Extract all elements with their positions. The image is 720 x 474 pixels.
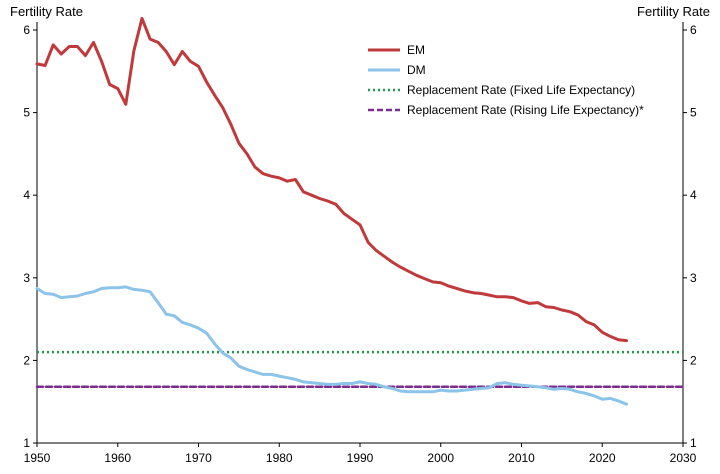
x-tick-label: 2030 xyxy=(670,451,697,465)
x-tick-label: 1950 xyxy=(24,451,51,465)
y-tick-label-left: 4 xyxy=(23,188,30,202)
x-tick-label: 1970 xyxy=(185,451,212,465)
y-tick-label-left: 5 xyxy=(23,106,30,120)
legend-label-2: Replacement Rate (Fixed Life Expectancy) xyxy=(407,83,635,97)
x-tick-label: 1980 xyxy=(266,451,293,465)
x-tick-label: 2010 xyxy=(508,451,535,465)
legend-label-1: DM xyxy=(407,63,426,77)
x-tick-label: 2000 xyxy=(427,451,454,465)
legend-label-3: Replacement Rate (Rising Life Expectancy… xyxy=(407,103,644,117)
axes: 1 1 2 2 3 3 4 4 5 5 6 6 1950 1960 1970 1980 1990 2000 2010… xyxy=(23,22,697,465)
y-axis-title-left: Fertility Rate xyxy=(10,4,83,19)
y-tick-label-left: 6 xyxy=(23,23,30,37)
y-axis-title-right: Fertility Rate xyxy=(637,4,710,19)
legend-label-0: EM xyxy=(407,43,425,57)
series-line-0 xyxy=(35,16,628,343)
y-tick-label-right: 5 xyxy=(690,106,697,120)
y-tick-label-right: 6 xyxy=(690,23,697,37)
x-tick-label: 1960 xyxy=(104,451,131,465)
y-tick-label-right: 2 xyxy=(690,353,697,367)
series-line-1 xyxy=(35,285,628,406)
y-tick-label-right: 4 xyxy=(690,188,697,202)
y-tick-label-left: 2 xyxy=(23,353,30,367)
y-tick-label-left: 3 xyxy=(23,271,30,285)
x-tick-label: 2020 xyxy=(589,451,616,465)
y-tick-label-right: 1 xyxy=(690,436,697,450)
x-tick-label: 1990 xyxy=(347,451,374,465)
y-tick-label-right: 3 xyxy=(690,271,697,285)
legend: EM DM Replacement Rate (Fixed Life Expecta… xyxy=(368,43,644,117)
y-tick-label-left: 1 xyxy=(23,436,30,450)
series-lines xyxy=(35,16,685,406)
